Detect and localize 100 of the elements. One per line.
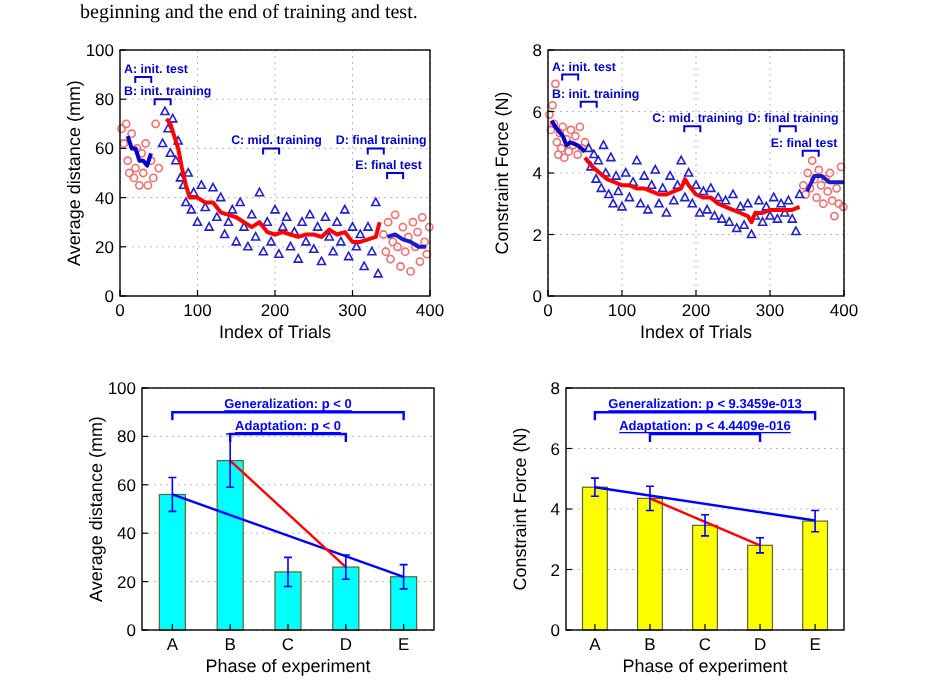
y-tick-label: 80 <box>117 426 137 447</box>
point <box>805 183 815 193</box>
y-tick-label: 0 <box>104 286 115 306</box>
point <box>410 242 420 252</box>
point <box>127 129 137 139</box>
y-tick-label: 0 <box>550 620 561 640</box>
x-tick-label: C <box>281 634 295 654</box>
x-tick-label: B <box>644 634 657 654</box>
point <box>396 262 405 271</box>
x-tick-label: 100 <box>607 300 637 320</box>
y-tick-label: 0 <box>532 286 543 306</box>
bar <box>802 520 829 631</box>
bar <box>747 544 774 631</box>
point <box>823 187 833 196</box>
y-tick-label: 40 <box>117 523 137 544</box>
x-tick-label: B <box>224 634 237 654</box>
point <box>566 125 576 135</box>
bar <box>692 524 718 631</box>
x-tick-label: 400 <box>829 300 859 320</box>
point <box>381 247 391 257</box>
point <box>417 212 427 222</box>
bar <box>216 460 244 631</box>
y-tick-label: 0 <box>126 620 137 640</box>
point <box>408 217 418 227</box>
point <box>556 144 566 153</box>
x-tick-label: A <box>589 634 602 654</box>
point <box>807 156 817 166</box>
point <box>551 79 560 89</box>
point <box>552 137 562 147</box>
point <box>818 199 828 209</box>
point <box>549 119 559 129</box>
y-tick-label: 4 <box>532 163 543 183</box>
point <box>143 180 153 190</box>
y-tick-label: 8 <box>532 40 543 60</box>
x-tick-label: E <box>397 634 410 654</box>
y-tick-label: 20 <box>95 236 115 257</box>
y-tick-label: 60 <box>95 138 115 159</box>
x-tick-label: 200 <box>681 300 711 320</box>
point <box>123 156 133 166</box>
x-tick-label: 100 <box>183 300 213 320</box>
y-tick-label: 6 <box>550 438 561 459</box>
x-axis-title: Phase of experiment <box>622 656 789 676</box>
point <box>393 242 402 252</box>
y-axis-title: Constraint Force (N) <box>492 91 512 255</box>
bar <box>390 576 418 631</box>
bar <box>636 497 663 631</box>
point <box>390 210 400 220</box>
point <box>138 168 148 178</box>
point <box>825 168 835 178</box>
point <box>803 168 813 178</box>
point <box>124 168 134 178</box>
bar <box>581 486 608 631</box>
x-axis-title: Index of Trials <box>218 322 333 342</box>
y-tick-label: 100 <box>85 40 115 60</box>
x-tick-label: 400 <box>415 300 445 320</box>
point <box>131 163 140 173</box>
point <box>548 100 557 110</box>
point <box>575 122 585 132</box>
y-tick-label: 80 <box>95 89 115 110</box>
point <box>151 119 161 129</box>
x-tick-label: 300 <box>338 300 368 320</box>
point <box>838 202 848 212</box>
point <box>558 122 568 132</box>
point <box>398 222 408 232</box>
y-tick-label: 20 <box>117 571 137 592</box>
point <box>132 144 142 153</box>
x-axis-title: Index of Trials <box>639 322 754 342</box>
y-tick-label: 8 <box>550 378 561 398</box>
point <box>129 173 139 183</box>
x-tick-label: 300 <box>755 300 785 320</box>
point <box>816 180 826 190</box>
y-tick-label: 2 <box>532 224 543 245</box>
point <box>834 199 844 209</box>
point <box>812 193 822 202</box>
bar <box>332 566 360 631</box>
x-tick-label: D <box>339 634 352 654</box>
point <box>415 257 425 266</box>
point <box>154 163 164 173</box>
point <box>137 148 147 158</box>
point <box>148 173 158 183</box>
point <box>564 147 574 156</box>
text: beginning and the end of training and test. <box>80 2 418 24</box>
point <box>545 110 554 119</box>
point <box>141 139 150 148</box>
bar <box>158 493 186 631</box>
point <box>388 237 398 247</box>
x-tick-label: A <box>166 634 179 654</box>
point <box>121 119 131 129</box>
point <box>555 128 565 138</box>
point <box>801 190 810 199</box>
x-tick-label: C <box>698 634 712 654</box>
point <box>580 137 590 147</box>
point <box>383 217 393 227</box>
point <box>424 222 434 232</box>
y-tick-label: 40 <box>95 187 115 208</box>
point <box>119 139 129 148</box>
point <box>570 131 580 141</box>
point <box>117 124 126 134</box>
point <box>814 165 824 175</box>
x-tick-label: D <box>753 634 767 654</box>
